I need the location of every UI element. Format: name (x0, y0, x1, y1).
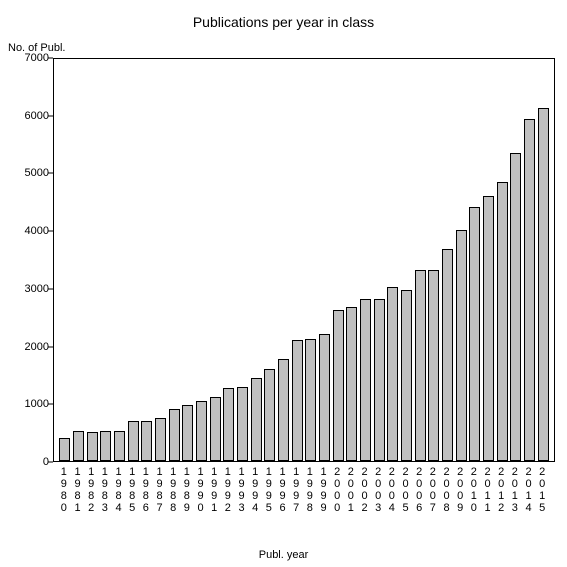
bar (292, 340, 303, 461)
bar (510, 153, 521, 461)
bar (223, 388, 234, 462)
bar (59, 438, 70, 461)
y-tick-mark (48, 346, 53, 347)
x-tick-label: 1980 (58, 466, 70, 514)
x-tick-label: 1990 (195, 466, 207, 514)
bar (319, 334, 330, 461)
x-tick-label: 2009 (454, 466, 466, 514)
x-tick-label: 1995 (263, 466, 275, 514)
x-tick-label: 2010 (468, 466, 480, 514)
bar (305, 339, 316, 461)
x-tick-label: 1998 (304, 466, 316, 514)
x-axis-label: Publ. year (0, 549, 567, 561)
x-tick-label: 2006 (413, 466, 425, 514)
bar (497, 182, 508, 461)
x-tick-label: 1993 (236, 466, 248, 514)
y-tick-mark (48, 462, 53, 463)
y-tick-label: 6000 (25, 110, 49, 122)
x-tick-label: 2007 (427, 466, 439, 514)
x-tick-label: 1997 (290, 466, 302, 514)
x-tick-label: 1996 (277, 466, 289, 514)
x-tick-label: 1984 (113, 466, 125, 514)
y-tick-label: 2000 (25, 341, 49, 353)
bar (155, 418, 166, 461)
y-tick-mark (48, 173, 53, 174)
bar (387, 287, 398, 461)
chart-container: Publications per year in class No. of Pu… (0, 0, 567, 567)
x-tick-label: 2008 (441, 466, 453, 514)
bar (264, 369, 275, 461)
y-tick-mark (48, 288, 53, 289)
x-tick-label: 1983 (99, 466, 111, 514)
bar (442, 249, 453, 461)
bar (415, 270, 426, 461)
bar (251, 378, 262, 461)
x-tick-label: 2003 (372, 466, 384, 514)
y-tick-mark (48, 231, 53, 232)
bar (73, 431, 84, 461)
y-tick-mark (48, 404, 53, 405)
x-tick-label: 1986 (140, 466, 152, 514)
chart-title: Publications per year in class (0, 14, 567, 30)
x-tick-label: 1999 (318, 466, 330, 514)
y-tick-mark (48, 115, 53, 116)
bar (428, 270, 439, 461)
x-tick-label: 2000 (331, 466, 343, 514)
x-tick-label: 2011 (482, 466, 494, 514)
bar (100, 431, 111, 461)
x-tick-label: 1988 (167, 466, 179, 514)
x-tick-label: 1992 (222, 466, 234, 514)
x-tick-label: 2005 (400, 466, 412, 514)
bar (237, 387, 248, 461)
bar (469, 207, 480, 461)
x-tick-label: 1985 (126, 466, 138, 514)
bar (401, 290, 412, 461)
y-tick-label: 3000 (25, 283, 49, 295)
x-tick-label: 1989 (181, 466, 193, 514)
x-tick-label: 2001 (345, 466, 357, 514)
y-tick-label: 7000 (25, 52, 49, 64)
bar (524, 119, 535, 461)
x-tick-label: 1981 (72, 466, 84, 514)
bar (538, 108, 549, 461)
x-tick-label: 2002 (359, 466, 371, 514)
x-tick-label: 2004 (386, 466, 398, 514)
x-tick-label: 2015 (536, 466, 548, 514)
bar (483, 196, 494, 461)
bar (360, 299, 371, 461)
x-tick-label: 2013 (509, 466, 521, 514)
bar (374, 299, 385, 461)
bar (278, 359, 289, 461)
y-tick-mark (48, 58, 53, 59)
bar (169, 409, 180, 461)
bar (114, 431, 125, 461)
bar (128, 421, 139, 461)
bar (346, 307, 357, 461)
plot-area (53, 58, 555, 462)
x-tick-label: 1982 (85, 466, 97, 514)
bar (456, 230, 467, 461)
x-tick-label: 1994 (249, 466, 261, 514)
y-tick-label: 4000 (25, 225, 49, 237)
bar (210, 397, 221, 461)
bar (182, 405, 193, 461)
x-tick-label: 2012 (495, 466, 507, 514)
y-tick-label: 5000 (25, 167, 49, 179)
bar (196, 401, 207, 461)
x-tick-label: 2014 (523, 466, 535, 514)
x-tick-label: 1991 (208, 466, 220, 514)
bar (333, 310, 344, 461)
bar (87, 432, 98, 461)
bars-group (54, 59, 554, 461)
bar (141, 421, 152, 461)
y-tick-label: 1000 (25, 398, 49, 410)
x-tick-label: 1987 (154, 466, 166, 514)
